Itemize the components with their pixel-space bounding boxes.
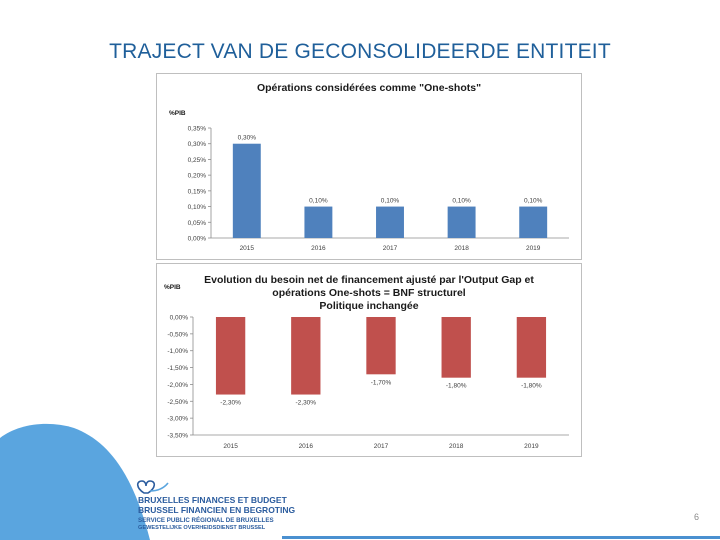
y-tick-label: 0,30% <box>188 141 207 148</box>
logo-line-3: SERVICE PUBLIC RÉGIONAL DE BRUXELLES <box>138 517 274 524</box>
y-tick-label: 0,15% <box>188 188 207 195</box>
bar-2019 <box>516 317 547 378</box>
y-tick-label: 0,00% <box>188 236 207 243</box>
y-tick-label: -0,50% <box>167 331 188 338</box>
bar-2015 <box>215 317 246 395</box>
slide-title: TRAJECT VAN DE GECONSOLIDEERDE ENTITEIT <box>109 40 611 63</box>
bar-2017 <box>376 206 404 238</box>
logo-mark-icon <box>136 480 169 494</box>
page-number: 6 <box>694 512 700 522</box>
y-axis-label: %PIB <box>169 110 186 117</box>
data-label: -1,70% <box>371 379 392 386</box>
logo-line-1: BRUXELLES FINANCES ET BUDGET <box>138 495 287 505</box>
y-tick-label: -3,00% <box>167 416 188 423</box>
y-tick-label: -3,50% <box>167 433 188 440</box>
logo-line-2: BRUSSEL FINANCIEN EN BEGROTING <box>138 505 296 515</box>
x-tick-label: 2016 <box>311 245 326 252</box>
y-tick-label: 0,35% <box>188 126 207 133</box>
x-tick-label: 2017 <box>383 245 398 252</box>
bar-2015 <box>232 143 261 238</box>
x-tick-label: 2019 <box>524 443 539 450</box>
one-shots-chart-svg: Opérations considérées comme "One-shots"… <box>169 82 569 252</box>
x-tick-label: 2015 <box>240 245 255 252</box>
one-shots-chart: Opérations considérées comme "One-shots"… <box>156 73 582 260</box>
bar-2016 <box>291 317 321 395</box>
x-tick-label: 2016 <box>299 443 314 450</box>
footer-rule <box>282 536 720 539</box>
data-label: 0,10% <box>309 198 328 205</box>
data-label: -1,80% <box>446 383 467 390</box>
y-tick-label: 0,05% <box>188 220 207 227</box>
bar-2017 <box>366 317 396 375</box>
bar-2018 <box>441 317 471 378</box>
data-label: 0,30% <box>238 135 257 142</box>
x-tick-label: 2017 <box>374 443 389 450</box>
y-tick-label: -1,00% <box>167 348 188 355</box>
background-wave-shape <box>0 423 150 540</box>
bar-2016 <box>304 206 333 238</box>
data-label: -1,80% <box>521 383 542 390</box>
logo-line-4: GEWESTELIJKE OVERHEIDSDIENST BRUSSEL <box>138 525 266 531</box>
data-label: 0,10% <box>381 198 400 205</box>
y-tick-label: -1,50% <box>167 365 188 372</box>
x-tick-label: 2018 <box>449 443 464 450</box>
structural-bnf-chart: Evolution du besoin net de financement a… <box>156 263 582 457</box>
chart-title: Opérations considérées comme "One-shots" <box>257 82 481 94</box>
y-tick-label: 0,00% <box>170 315 189 322</box>
y-axis-label: %PIB <box>164 284 181 291</box>
x-tick-label: 2015 <box>223 443 238 450</box>
structural-bnf-chart-svg: Evolution du besoin net de financement a… <box>164 274 569 450</box>
data-label: 0,10% <box>452 198 471 205</box>
chart-title: opérations One-shots = BNF structurel <box>272 287 465 299</box>
data-label: 0,10% <box>524 198 543 205</box>
chart-title: Politique inchangée <box>319 300 418 312</box>
bar-2019 <box>519 206 548 238</box>
x-tick-label: 2019 <box>526 245 541 252</box>
y-tick-label: -2,50% <box>167 399 188 406</box>
data-label: -2,30% <box>220 400 241 407</box>
y-tick-label: 0,25% <box>188 157 207 164</box>
bar-2018 <box>447 206 476 238</box>
y-tick-label: 0,20% <box>188 173 207 180</box>
y-tick-label: 0,10% <box>188 204 207 211</box>
x-tick-label: 2018 <box>454 245 469 252</box>
chart-title: Evolution du besoin net de financement a… <box>204 274 534 286</box>
y-tick-label: -2,00% <box>167 382 188 389</box>
data-label: -2,30% <box>295 400 316 407</box>
